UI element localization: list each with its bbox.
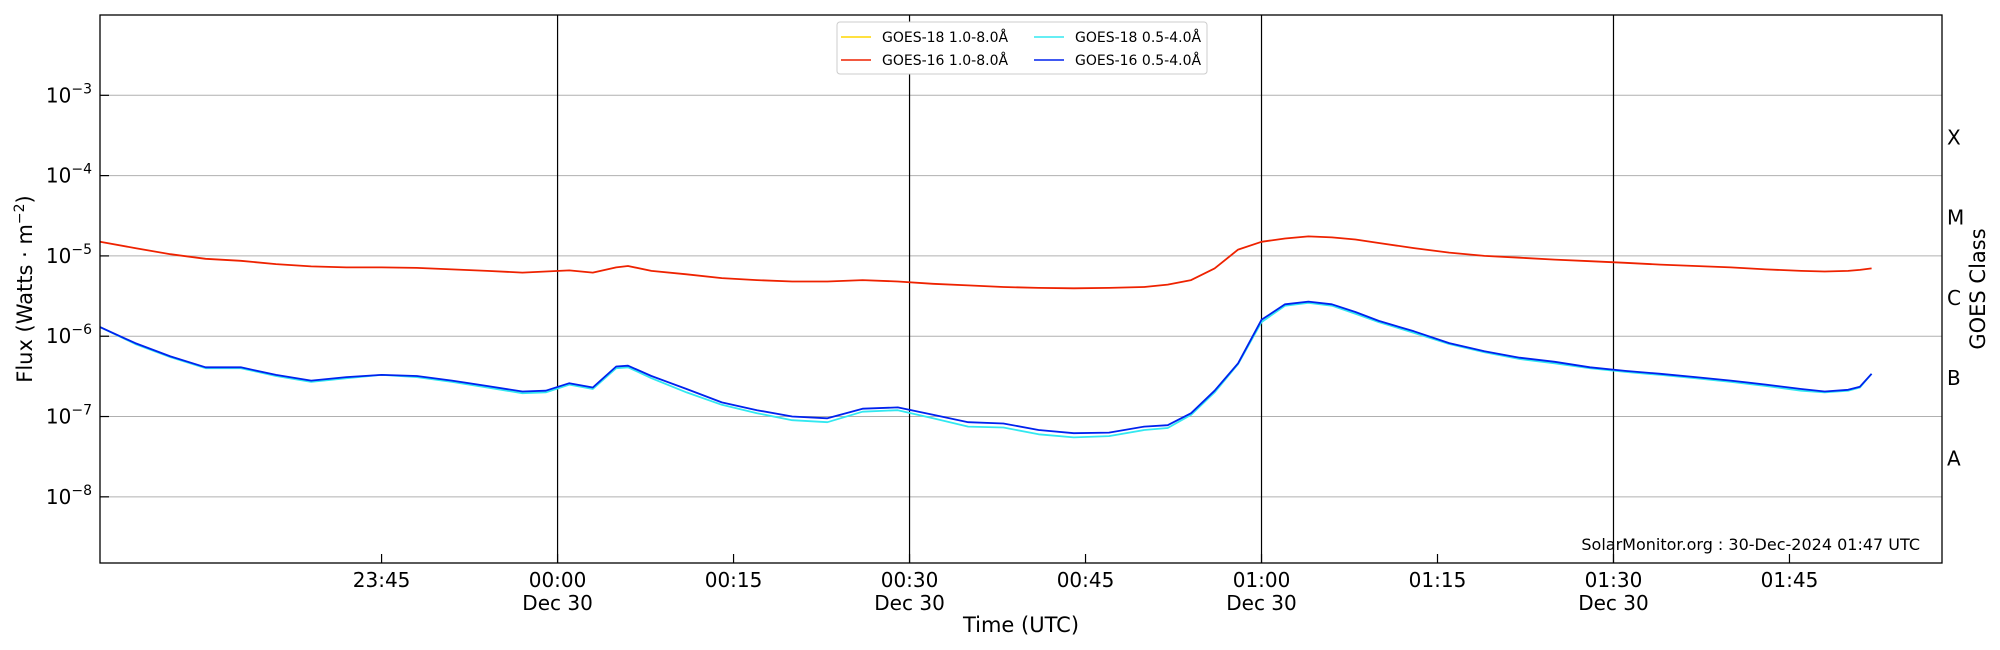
legend: GOES-18 1.0-8.0Å GOES-16 1.0-8.0Å GOES-1… bbox=[836, 21, 1208, 75]
series-line bbox=[99, 300, 1873, 435]
goes-class-label: A bbox=[1947, 447, 1961, 471]
x-tick-date-label: Dec 30 bbox=[522, 591, 593, 615]
legend-box bbox=[836, 21, 1208, 75]
y-tick-label: 10−8 bbox=[46, 483, 92, 509]
x-tick-time-label: 01:30 bbox=[1585, 568, 1643, 592]
x-tick-time-label: 23:45 bbox=[353, 568, 411, 592]
y-axis-title: Flux (Watts · m−2) bbox=[12, 195, 37, 383]
x-tick-time-label: 00:15 bbox=[705, 568, 763, 592]
x-tick-time-label: 00:00 bbox=[529, 568, 587, 592]
y-tick-label: 10−5 bbox=[46, 242, 92, 268]
y-tick-layer: 10−3 10−4 10−5 10−6 10−7 10−8 bbox=[46, 81, 109, 509]
x-axis-title: Time (UTC) bbox=[962, 613, 1079, 637]
goes-class-label: X bbox=[1947, 125, 1961, 149]
legend-label-goes18-short: GOES-18 0.5-4.0Å bbox=[1075, 29, 1201, 46]
goes-class-label: C bbox=[1947, 286, 1961, 310]
x-tick-time-label: 01:45 bbox=[1761, 568, 1819, 592]
y-tick-label: 10−6 bbox=[46, 322, 92, 348]
y-tick-label: 10−3 bbox=[46, 81, 92, 107]
x-tick-date-label: Dec 30 bbox=[1578, 591, 1649, 615]
x-tick-date-label: Dec 30 bbox=[1226, 591, 1297, 615]
x-tick-time-label: 00:45 bbox=[1057, 568, 1115, 592]
x-tick-time-label: 01:00 bbox=[1233, 568, 1291, 592]
x-tick-date-label: Dec 30 bbox=[874, 591, 945, 615]
x-tick-time-label: 01:15 bbox=[1409, 568, 1467, 592]
series-layer bbox=[99, 235, 1873, 439]
x-tick-time-label: 00:30 bbox=[881, 568, 939, 592]
legend-label-goes16-long: GOES-16 1.0-8.0Å bbox=[882, 52, 1008, 69]
goes-class-label: M bbox=[1947, 206, 1964, 230]
grid-layer bbox=[100, 94, 1942, 498]
goes-class-layer: X M C B A bbox=[1947, 125, 1964, 470]
series-line bbox=[99, 301, 1873, 439]
credit-text: SolarMonitor.org : 30-Dec-2024 01:47 UTC bbox=[1581, 535, 1920, 554]
y-tick-label: 10−7 bbox=[46, 403, 92, 429]
goes-class-axis-title: GOES Class bbox=[1966, 228, 1990, 349]
legend-label-goes18-long: GOES-18 1.0-8.0Å bbox=[882, 29, 1008, 46]
plot-frame bbox=[99, 14, 1943, 564]
legend-label-goes16-short: GOES-16 0.5-4.0Å bbox=[1075, 52, 1201, 69]
series-line bbox=[99, 235, 1872, 290]
vertical-marker-layer bbox=[556, 15, 1615, 563]
goes-class-label: B bbox=[1947, 366, 1961, 390]
y-tick-label: 10−4 bbox=[46, 162, 92, 188]
